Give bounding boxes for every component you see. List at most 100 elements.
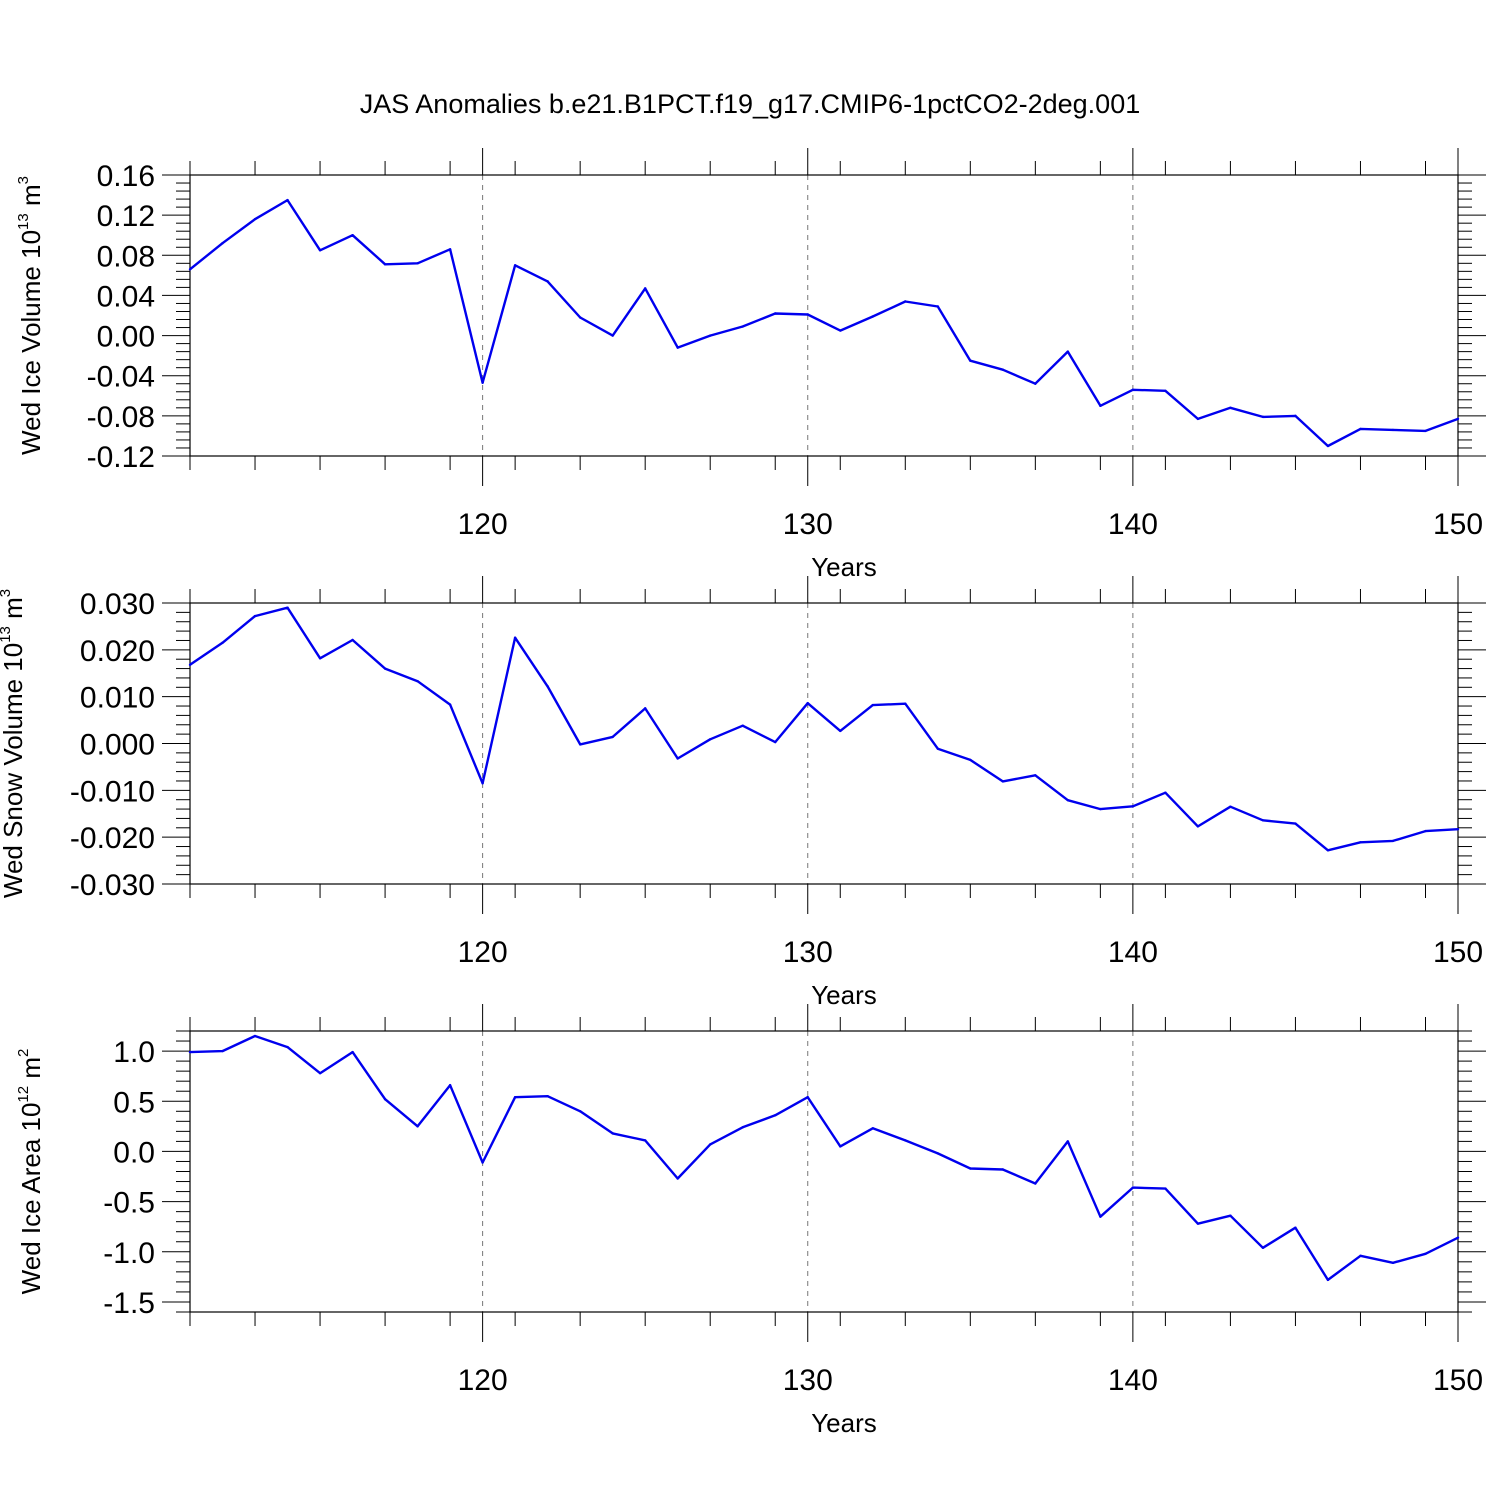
data-point xyxy=(839,729,842,733)
data-point xyxy=(513,1096,517,1099)
x-tick-label: 130 xyxy=(783,508,833,541)
data-point xyxy=(188,663,192,667)
x-tick-label: 140 xyxy=(1108,508,1158,541)
data-point xyxy=(774,312,777,315)
data-point xyxy=(1164,389,1167,392)
y-axis-title-unit: m xyxy=(16,184,46,213)
data-point xyxy=(1196,825,1200,828)
data-point xyxy=(1164,1187,1167,1190)
y-tick-label: -1.0 xyxy=(103,1237,155,1270)
data-point xyxy=(871,703,874,707)
y-tick-label: 1.0 xyxy=(113,1036,155,1069)
data-point xyxy=(806,702,809,705)
data-point xyxy=(1456,1236,1460,1239)
x-tick-label: 120 xyxy=(458,936,508,969)
data-point xyxy=(643,1139,647,1142)
data-point xyxy=(1359,1254,1362,1258)
x-tick-label: 140 xyxy=(1108,936,1158,969)
data-point xyxy=(221,242,224,245)
data-point xyxy=(1034,774,1037,777)
data-point xyxy=(416,262,419,265)
data-point xyxy=(513,636,517,639)
y-axis-title-exponent: 13 xyxy=(15,213,32,230)
data-point xyxy=(904,702,907,705)
y-tick-label: 0.08 xyxy=(97,240,155,273)
data-point xyxy=(253,614,257,618)
data-point xyxy=(1196,417,1200,421)
series-line xyxy=(189,606,1459,852)
data-point xyxy=(709,334,712,337)
data-point xyxy=(448,248,452,251)
data-point xyxy=(611,735,614,739)
data-point xyxy=(1359,841,1362,844)
series-line xyxy=(189,1034,1459,1282)
y-tick-label: -1.5 xyxy=(103,1287,155,1320)
data-point xyxy=(481,782,484,785)
data-point xyxy=(1261,415,1265,419)
data-point xyxy=(1099,807,1102,811)
chart-panel-2: 120 130 140 150 0.030 0.020 0.010 0.000 -0.010 -0… xyxy=(0,576,1486,1010)
data-point xyxy=(676,1177,679,1180)
x-tick-label: 120 xyxy=(458,508,508,541)
data-point xyxy=(774,1114,777,1117)
data-point xyxy=(676,757,679,760)
data-point xyxy=(643,707,647,710)
x-axis-title: Years xyxy=(811,1408,877,1438)
data-point xyxy=(286,606,289,609)
data-point xyxy=(676,346,679,349)
y-tick-label: -0.010 xyxy=(70,775,155,808)
x-tick-label: 150 xyxy=(1433,1364,1483,1397)
data-point xyxy=(741,1126,744,1129)
chart-panel-3: 120 130 140 150 1.0 0.5 0.0 -0.5 -1.0 -1.5 Years We… xyxy=(15,1004,1486,1438)
data-point xyxy=(1294,1226,1297,1229)
data-point xyxy=(546,1095,549,1098)
y-tick-label: 0.00 xyxy=(97,321,155,354)
data-point xyxy=(1164,791,1167,794)
data-point xyxy=(448,1083,452,1087)
data-point xyxy=(1391,1261,1395,1265)
data-point xyxy=(839,1145,842,1148)
data-point xyxy=(383,263,387,266)
x-axis-title: Years xyxy=(811,552,877,582)
data-point xyxy=(1326,849,1330,852)
y-axis-title-unit: m xyxy=(0,597,28,626)
y-tick-label: -0.020 xyxy=(70,822,155,855)
data-point xyxy=(1001,1168,1005,1171)
y-axis-title: Wed Ice Area 1012 m2 xyxy=(15,1049,46,1295)
data-point xyxy=(416,1125,419,1128)
data-point xyxy=(1359,427,1362,431)
data-point xyxy=(1261,1246,1265,1249)
y-tick-label: -0.5 xyxy=(103,1187,155,1220)
data-point xyxy=(1131,388,1135,391)
y-tick-label: 0.020 xyxy=(80,635,155,668)
data-point xyxy=(383,667,387,670)
y-axis-title-text: Wed Ice Area 10 xyxy=(16,1103,46,1295)
figure-title: JAS Anomalies b.e21.B1PCT.f19_g17.CMIP6-… xyxy=(360,89,1140,119)
data-point xyxy=(1424,829,1427,833)
data-point xyxy=(578,743,582,746)
data-point xyxy=(188,1050,192,1054)
x-tick-label: 150 xyxy=(1433,508,1483,541)
data-point xyxy=(448,703,452,706)
data-point xyxy=(513,264,517,267)
y-axis-title-text: Wed Snow Volume 10 xyxy=(0,643,28,898)
data-point xyxy=(1066,798,1070,802)
data-point xyxy=(871,1127,874,1130)
data-point xyxy=(1131,1186,1135,1189)
data-point xyxy=(578,1110,582,1113)
data-point xyxy=(839,329,842,332)
data-point xyxy=(1391,839,1395,843)
x-tick-label: 140 xyxy=(1108,1364,1158,1397)
data-point xyxy=(546,280,549,283)
data-point xyxy=(1001,368,1005,371)
data-point xyxy=(221,1049,224,1053)
data-point xyxy=(936,747,939,750)
x-tick-label: 130 xyxy=(783,936,833,969)
data-point xyxy=(1326,1278,1330,1282)
data-point xyxy=(481,381,484,384)
data-point xyxy=(1456,828,1460,831)
data-point xyxy=(936,1152,939,1155)
data-point xyxy=(1034,1182,1037,1185)
data-point xyxy=(318,249,322,252)
plot-frame xyxy=(189,602,1459,885)
